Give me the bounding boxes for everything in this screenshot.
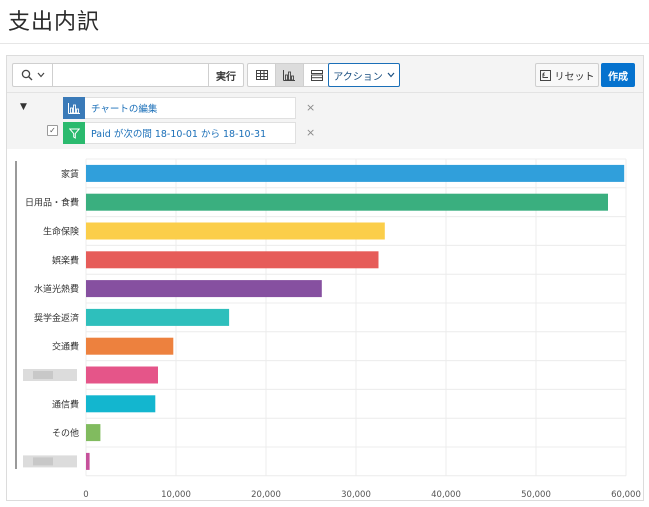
bar-chart-icon bbox=[283, 69, 296, 81]
collapse-toggle[interactable]: ▼ bbox=[20, 102, 27, 112]
chart-area: 家賃日用品・食費生命保険娯楽費水道光熱費奨学金返済交通費通信費その他 0 10,00… bbox=[7, 149, 643, 500]
chart-bar bbox=[86, 366, 158, 384]
group-by-icon bbox=[310, 69, 323, 81]
reset-icon bbox=[539, 69, 551, 81]
actions-menu-button[interactable]: アクション bbox=[328, 63, 400, 87]
category-label: 奨学金返済 bbox=[34, 312, 79, 324]
category-label: 娯楽費 bbox=[52, 254, 79, 266]
x-tick-label: 10,000 bbox=[161, 490, 191, 500]
filter-setting-label: Paid が次の間 18-10-01 から 18-10-31 bbox=[91, 129, 267, 140]
chart-bar bbox=[86, 395, 156, 413]
search-icon bbox=[21, 69, 32, 81]
chart-bar bbox=[86, 424, 101, 442]
reset-button[interactable]: リセット bbox=[535, 63, 599, 87]
category-label: 家賃 bbox=[61, 168, 79, 180]
chart-bar bbox=[86, 164, 625, 182]
chart-setting-icon-box bbox=[63, 97, 85, 119]
chart-bar bbox=[86, 337, 174, 355]
x-tick-label: 0 bbox=[83, 490, 88, 500]
category-label: 水道光熱費 bbox=[34, 283, 79, 295]
report-toolbar: 実行 アクション リセット 作成 bbox=[7, 56, 643, 93]
redacted-category-label-detail bbox=[33, 457, 53, 466]
x-tick-label: 40,000 bbox=[431, 490, 461, 500]
search-column-selector[interactable] bbox=[13, 64, 53, 86]
view-group-by-button[interactable] bbox=[302, 64, 330, 86]
chart-bar bbox=[86, 280, 322, 298]
category-axis-indicator bbox=[15, 161, 17, 469]
chart-bar bbox=[86, 193, 608, 211]
x-tick-label: 30,000 bbox=[341, 490, 371, 500]
search-bar: 実行 bbox=[12, 63, 244, 87]
filter-enable-checkbox[interactable]: ✓ bbox=[47, 125, 58, 136]
chart-bar bbox=[86, 251, 379, 269]
view-switcher bbox=[247, 63, 331, 87]
report-settings: ▼ チャートの編集 × ✓ Paid が次の間 18-10-01 から 18-1… bbox=[7, 93, 643, 149]
x-tick-label: 50,000 bbox=[521, 490, 551, 500]
report-region: 実行 アクション リセット 作成 ▼ bbox=[6, 55, 644, 501]
view-chart-button[interactable] bbox=[275, 64, 303, 86]
filter-icon bbox=[68, 128, 80, 139]
bar-chart-icon bbox=[68, 102, 80, 114]
x-tick-label: 60,000 bbox=[611, 490, 641, 500]
x-tick-label: 20,000 bbox=[251, 490, 281, 500]
filter-setting-icon-box bbox=[63, 122, 85, 144]
search-input[interactable] bbox=[54, 64, 208, 86]
remove-filter-button[interactable]: × bbox=[306, 126, 316, 139]
category-label: その他 bbox=[52, 427, 79, 439]
chart-bar bbox=[86, 308, 230, 326]
category-label: 生命保険 bbox=[43, 226, 79, 238]
page-title: 支出内訳 bbox=[8, 10, 101, 35]
filter-setting[interactable]: Paid が次の間 18-10-01 から 18-10-31 bbox=[63, 122, 296, 144]
actions-label: アクション bbox=[333, 71, 383, 83]
category-label: 日用品・食費 bbox=[25, 197, 79, 209]
remove-chart-setting-button[interactable]: × bbox=[306, 101, 316, 114]
chart-setting-label: チャートの編集 bbox=[91, 104, 158, 115]
title-divider bbox=[0, 43, 649, 44]
chevron-down-icon bbox=[387, 72, 395, 78]
redacted-category-label-detail bbox=[33, 371, 53, 379]
create-button[interactable]: 作成 bbox=[601, 63, 635, 87]
reset-label: リセット bbox=[554, 71, 595, 83]
view-report-button[interactable] bbox=[248, 64, 275, 86]
chart-setting[interactable]: チャートの編集 bbox=[63, 97, 296, 119]
category-label: 交通費 bbox=[52, 341, 79, 353]
chevron-down-icon bbox=[37, 72, 44, 78]
chart-bar bbox=[86, 452, 90, 470]
go-button[interactable]: 実行 bbox=[208, 64, 243, 86]
category-label: 通信費 bbox=[52, 398, 79, 410]
chart-bar bbox=[86, 222, 385, 240]
grid-view-icon bbox=[255, 70, 268, 80]
